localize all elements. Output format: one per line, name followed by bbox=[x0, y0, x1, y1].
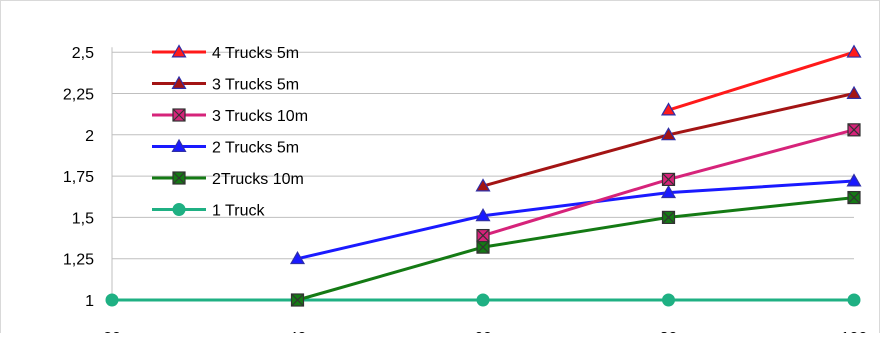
legend-item: 3 Trucks 5m bbox=[152, 75, 299, 94]
data-point-triangle bbox=[660, 127, 677, 141]
series-line bbox=[297, 196, 855, 302]
data-point-triangle bbox=[846, 85, 862, 99]
y-tick-label: 1,25 bbox=[63, 252, 94, 269]
data-point-square-cross bbox=[172, 171, 186, 185]
series-line bbox=[668, 50, 855, 112]
series-2 bbox=[476, 123, 861, 243]
y-tick-label: 2,25 bbox=[63, 87, 94, 104]
data-point-triangle bbox=[846, 173, 862, 187]
series-3 bbox=[289, 173, 862, 265]
data-point-square-cross bbox=[847, 123, 861, 137]
legend-label: 1 Truck bbox=[212, 203, 265, 220]
data-point-circle bbox=[662, 293, 675, 307]
data-point-square-cross bbox=[172, 108, 186, 122]
data-point-triangle bbox=[660, 102, 677, 116]
data-point-triangle bbox=[171, 75, 187, 89]
legend-label: 3 Trucks 5m bbox=[212, 77, 299, 94]
data-point-circle bbox=[105, 293, 119, 307]
data-point-triangle bbox=[289, 250, 306, 265]
y-tick-label: 1 bbox=[85, 293, 94, 310]
data-point-circle bbox=[847, 293, 861, 307]
data-point-square-cross bbox=[662, 210, 675, 224]
legend-item: 2Trucks 10m bbox=[152, 171, 304, 188]
data-point-triangle bbox=[475, 178, 491, 192]
data-point-triangle bbox=[171, 44, 187, 58]
series-line bbox=[297, 179, 855, 261]
series-0 bbox=[660, 44, 862, 116]
data-point-triangle bbox=[475, 208, 491, 222]
data-point-square-cross bbox=[476, 229, 490, 242]
legend-item: 1 Truck bbox=[152, 203, 265, 220]
legend-item: 3 Trucks 10m bbox=[152, 108, 308, 125]
data-point-circle bbox=[172, 203, 186, 216]
legend-item: 4 Trucks 5m bbox=[152, 44, 299, 62]
data-point-square-cross bbox=[662, 172, 675, 186]
data-point-square-cross bbox=[847, 191, 861, 205]
data-point-square-cross bbox=[291, 293, 304, 307]
y-tick-labels: 1 1,25 1,5 1,75 2 2,25 2,5 bbox=[63, 45, 94, 310]
y-tick-label: 2 bbox=[85, 128, 94, 145]
data-point-triangle bbox=[846, 44, 862, 58]
data-point-triangle bbox=[171, 138, 187, 152]
legend-item: 2 Trucks 5m bbox=[152, 138, 299, 157]
legend-label: 2 Trucks 5m bbox=[212, 140, 299, 157]
legend-label: 3 Trucks 10m bbox=[212, 108, 308, 125]
legend-label: 4 Trucks 5m bbox=[212, 45, 299, 62]
series-4 bbox=[290, 190, 861, 307]
series-lines bbox=[105, 44, 862, 307]
data-point-triangle bbox=[660, 184, 677, 199]
y-tick-label: 1,75 bbox=[63, 169, 94, 186]
y-tick-label: 1,5 bbox=[72, 210, 94, 227]
series-1 bbox=[475, 85, 862, 192]
y-tick-label: 2,5 bbox=[72, 45, 94, 62]
legend: 4 Trucks 5m 3 Trucks 5m 3 Trucks 10m 2 Truc… bbox=[152, 44, 308, 220]
data-point-square-cross bbox=[476, 240, 490, 254]
legend-label: 2Trucks 10m bbox=[212, 171, 304, 188]
data-point-circle bbox=[476, 293, 490, 307]
